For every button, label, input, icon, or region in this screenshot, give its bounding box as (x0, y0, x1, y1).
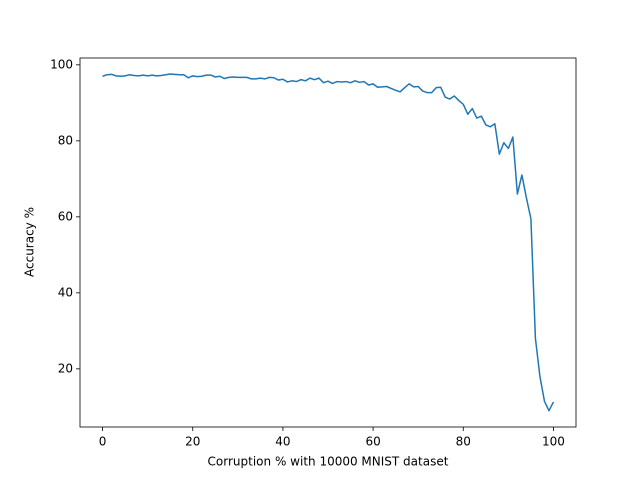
y-tick-label: 80 (58, 133, 73, 147)
x-axis-label: Corruption % with 10000 MNIST dataset (208, 455, 449, 469)
x-tick-label: 100 (542, 435, 565, 449)
y-axis-label: Accuracy % (23, 207, 37, 277)
x-tick-label: 20 (185, 435, 200, 449)
data-line (102, 73, 555, 412)
x-tick-label: 0 (99, 435, 107, 449)
y-tick-label: 100 (50, 57, 73, 71)
y-tick-label: 40 (58, 285, 73, 299)
x-tick-label: 40 (275, 435, 290, 449)
y-tick-label: 20 (58, 361, 73, 375)
y-tick-label: 60 (58, 209, 73, 223)
x-tick-label: 80 (456, 435, 471, 449)
x-tick-label: 60 (365, 435, 380, 449)
plot-frame (79, 57, 577, 428)
